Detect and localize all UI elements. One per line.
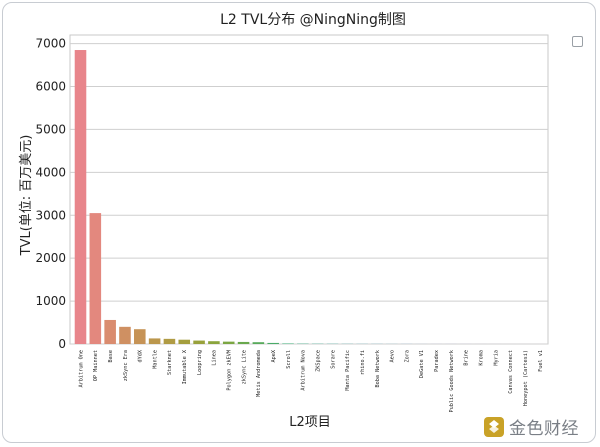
x-tick-label: Manta Pacific (345, 350, 351, 391)
y-tick-label: 5000 (35, 122, 66, 136)
x-tick-label: Mantle (152, 350, 158, 369)
x-tick-labels: Arbitrum One OP Mainnet Base zkSync Era dYdX… (78, 349, 544, 412)
y-tick-label: 7000 (35, 37, 66, 51)
watermark-logo-icon (484, 416, 504, 437)
y-tick-label: 6000 (35, 80, 66, 94)
bar (89, 213, 102, 344)
bars (74, 50, 546, 344)
x-tick-label: zkSync Lite (241, 350, 247, 384)
x-tick-label: Immutable X (182, 349, 188, 384)
x-tick-label: Scroll (286, 350, 292, 369)
x-tick-label: Zora (404, 350, 410, 363)
x-tick-label: Myria (493, 350, 499, 366)
watermark-text: 金色财经 (509, 419, 579, 439)
y-tick-label: 3000 (35, 208, 66, 222)
bar (267, 342, 279, 344)
x-tick-label: Loopring (197, 350, 203, 375)
bar (104, 319, 116, 344)
x-tick-label: ApeX (271, 349, 277, 362)
y-tick-label: 1000 (35, 294, 66, 308)
x-tick-label: Kroma (479, 350, 485, 366)
x-tick-label: rhino.fi (360, 350, 366, 375)
x-tick-label: Fuel v1 (538, 350, 544, 372)
bar (208, 341, 220, 344)
x-tick-label: dYdX (138, 349, 144, 362)
x-tick-label: zkSync Era (123, 350, 129, 381)
x-tick-label: OP Mainnet (93, 350, 99, 381)
x-tick-label: Sorare (330, 350, 336, 369)
x-tick-label: Arbitrum Nova (301, 350, 307, 391)
bar (119, 326, 131, 344)
x-tick-label: Aevo (390, 350, 396, 363)
x-tick-label: Brine (464, 350, 470, 366)
y-tick-label: 0 (58, 337, 66, 351)
watermark: 金色财经 (483, 414, 579, 439)
x-tick-label: Paradex (434, 350, 440, 372)
chart-title: L2 TVL分布 @NingNing制图 (220, 12, 406, 28)
y-tick-labels: 0 1000 2000 3000 4000 5000 6000 7000 (35, 37, 66, 351)
bar (193, 340, 205, 344)
x-tick-label: Arbitrum One (78, 350, 84, 387)
grid (69, 34, 549, 345)
x-tick-label: Starknet (167, 350, 173, 375)
x-tick-label: DeGate V1 (419, 350, 425, 378)
y-tick-label: 2000 (35, 251, 66, 265)
bar (163, 338, 176, 344)
x-tick-label: Boba Network (375, 349, 381, 387)
bar (252, 342, 265, 344)
bar (178, 339, 191, 344)
y-axis-title: TVL(单位: 百万美元) (19, 135, 34, 257)
bar (74, 50, 87, 344)
x-tick-label: Honeypot (Cartesi) (523, 350, 529, 406)
bar (222, 341, 235, 344)
chart-checkbox[interactable] (572, 36, 583, 47)
x-tick-label: Polygon zkEVM (227, 350, 233, 391)
x-tick-label: Linea (212, 350, 218, 366)
bar (282, 343, 294, 344)
bar (148, 338, 161, 344)
x-tick-label: Base (108, 350, 114, 363)
x-tick-label: Metis Andromeda (256, 350, 262, 397)
x-tick-label: Public Goods Network (449, 349, 455, 412)
y-tick-label: 4000 (35, 165, 66, 179)
x-tick-label: ZKSpace (315, 350, 321, 372)
bar (134, 329, 146, 344)
x-tick-label: Canvas Connect (508, 350, 514, 394)
x-axis-title: L2项目 (289, 415, 331, 430)
bar (237, 341, 250, 344)
plot-area (69, 34, 549, 345)
